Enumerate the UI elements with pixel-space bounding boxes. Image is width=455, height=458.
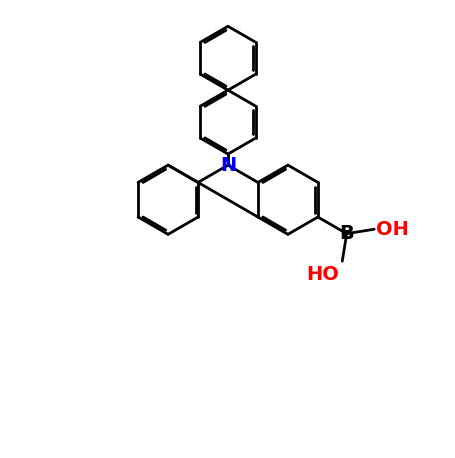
- Text: OH: OH: [375, 220, 409, 239]
- Text: HO: HO: [305, 265, 338, 284]
- Text: N: N: [219, 156, 236, 174]
- Text: B: B: [339, 224, 353, 243]
